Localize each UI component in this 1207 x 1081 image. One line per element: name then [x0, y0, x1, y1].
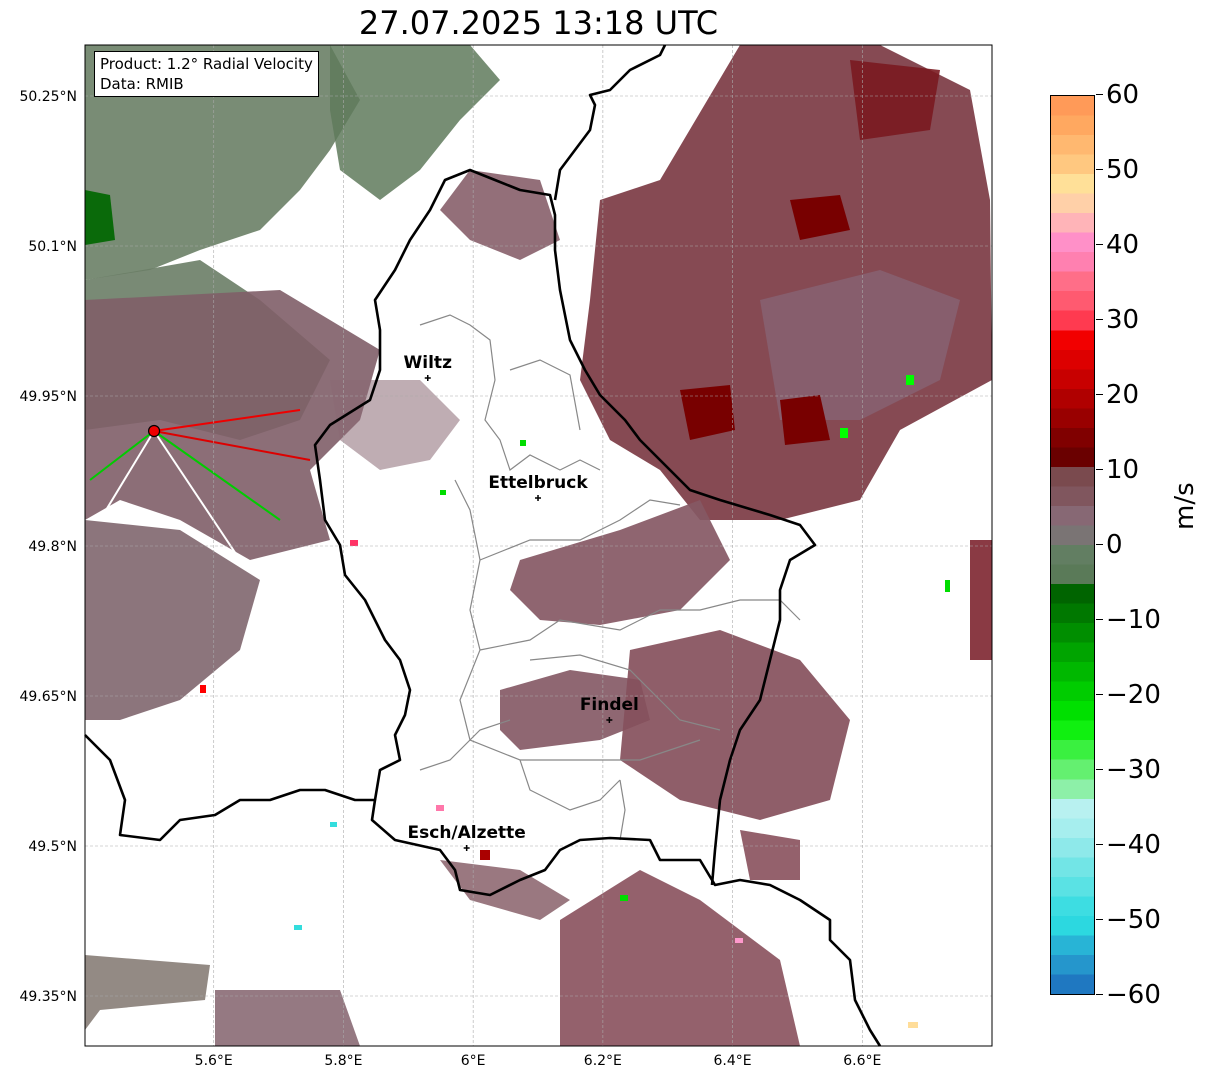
lon-tick-label: 6°E [461, 1053, 486, 1069]
echo-green-n [330, 45, 500, 200]
echo-mauve-se2 [740, 830, 800, 880]
colorbar-tick: −10 [1096, 607, 1161, 633]
echo-maroon-3 [780, 395, 830, 445]
echo-maroon-4 [850, 60, 940, 140]
echo-mauve-sw [85, 520, 260, 720]
lat-tick-label: 50.25°N [19, 89, 77, 105]
speckles [200, 375, 950, 1028]
lat-tick-label: 49.65°N [19, 689, 77, 705]
colorbar-tick-label: 10 [1106, 455, 1140, 485]
map-frame [84, 44, 993, 1047]
colorbar-tick-label: −50 [1106, 905, 1161, 935]
colorbar-tick-label: 50 [1106, 155, 1140, 185]
chart-title: 27.07.2025 13:18 UTC [358, 4, 719, 42]
colorbar-tick: 50 [1096, 157, 1139, 183]
lon-tick-label: 5.8°E [324, 1053, 362, 1069]
city-marker-icon [606, 717, 613, 723]
echo-mauve-esch [440, 860, 570, 920]
lat-tick-label: 49.5°N [28, 839, 77, 855]
city-marker-icon [463, 845, 470, 851]
colorbar-tick: −50 [1096, 907, 1161, 933]
lat-tick-label: 50.1°N [28, 239, 77, 255]
colorbar-tick-label: −20 [1106, 680, 1161, 710]
colorbar-tick: 10 [1096, 457, 1139, 483]
city-label: Ettelbruck [488, 473, 588, 493]
colorbar-tick-label: −10 [1106, 605, 1161, 635]
city-labels: Wiltz Ettelbruck Findel Esch/Alzette [404, 353, 639, 851]
lat-tick-label: 49.95°N [19, 389, 77, 405]
echo-mauve-ne1 [440, 170, 560, 260]
radar-rays [89, 409, 311, 561]
lat-tick-label: 49.35°N [19, 989, 77, 1005]
colorbar [1050, 95, 1095, 995]
colorbar-tick: −40 [1096, 832, 1161, 858]
colorbar-tick-label: 20 [1106, 380, 1140, 410]
echo-mauve-se [560, 870, 800, 1046]
colorbar-tick: 0 [1096, 532, 1123, 558]
colorbar-tick-label: 30 [1106, 305, 1140, 335]
canton-borders [419, 314, 801, 841]
echo-mauve-sw3 [85, 955, 210, 1030]
colorbar-tick: 20 [1096, 382, 1139, 408]
colorbar-tick: 40 [1096, 232, 1139, 258]
colorbar-tick-label: 0 [1106, 530, 1123, 560]
echo-green-nw [85, 45, 360, 280]
city-label: Wiltz [404, 353, 453, 373]
gridlines [85, 45, 992, 1046]
city-label: Findel [580, 695, 639, 715]
lon-tick-label: 6.6°E [843, 1053, 881, 1069]
country-borders [84, 44, 882, 1047]
lat-tick-label: 49.8°N [28, 539, 77, 555]
colorbar-tick-label: −60 [1106, 980, 1161, 1010]
colorbar-tick: 60 [1096, 82, 1139, 108]
axis-ticks: 5.6°E 5.8°E 6°E 6.2°E 6.4°E 6.6°E 50.25°N 50.1°… [19, 89, 881, 1069]
echo-dark-green [85, 190, 115, 245]
echo-mauve-radar [85, 290, 380, 560]
colorbar-tick: −20 [1096, 682, 1161, 708]
city-marker-icon [424, 375, 431, 381]
colorbar-tick: −30 [1096, 757, 1161, 783]
echo-mauve-center [510, 500, 730, 625]
echo-mauve-findel [500, 670, 650, 750]
radar-echoes [85, 45, 992, 1046]
colorbar-tick-label: −30 [1106, 755, 1161, 785]
echo-maroon-1 [790, 195, 850, 240]
colorbar-tick-label: 60 [1106, 80, 1140, 110]
lon-tick-label: 6.2°E [584, 1053, 622, 1069]
colorbar-tick: −60 [1096, 982, 1161, 1008]
city-label: Esch/Alzette [408, 823, 526, 843]
colorbar-label: m/s [1170, 482, 1200, 530]
lon-tick-label: 6.4°E [714, 1053, 752, 1069]
echo-mauve-sw2 [215, 990, 360, 1046]
echo-mauve-east2 [970, 540, 992, 660]
colorbar-tick-label: −40 [1106, 830, 1161, 860]
colorbar-tick: 30 [1096, 307, 1139, 333]
product-label: Product: 1.2° Radial Velocity [100, 55, 313, 73]
product-info-box: Product: 1.2° Radial Velocity Data: RMIB [94, 51, 319, 97]
city-marker-icon [535, 495, 542, 501]
echo-mauve-nw-lux [330, 380, 460, 470]
echo-maroon-2 [680, 385, 735, 440]
radar-site-marker [147, 424, 161, 438]
colorbar-tick-label: 40 [1106, 230, 1140, 260]
lon-tick-label: 5.6°E [195, 1053, 233, 1069]
data-source-label: Data: RMIB [100, 75, 184, 93]
echo-mauve-east [620, 630, 850, 820]
